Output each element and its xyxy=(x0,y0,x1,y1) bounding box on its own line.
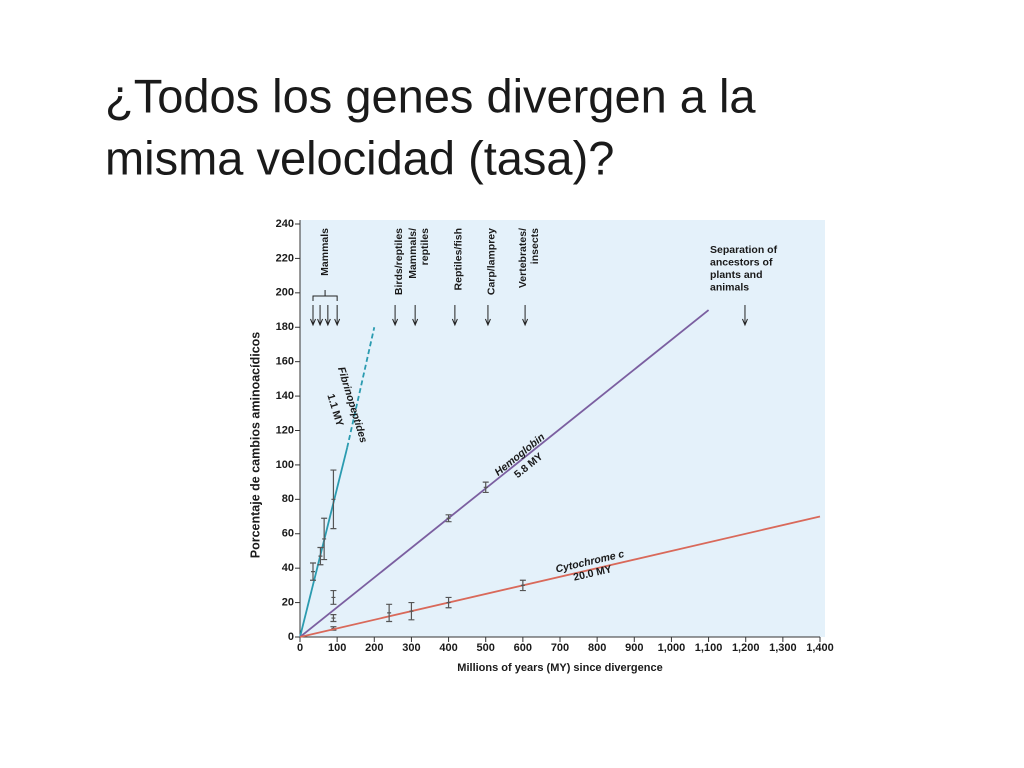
error-bar xyxy=(386,603,393,623)
error-bar xyxy=(321,517,328,561)
event-label: insects xyxy=(529,228,541,264)
y-tick-label: 160 xyxy=(276,356,294,368)
error-bar xyxy=(519,579,526,592)
x-tick-label: 300 xyxy=(402,642,420,654)
x-axis-title: Millions of years (MY) since divergence xyxy=(457,662,662,674)
event-arrow xyxy=(451,305,458,327)
y-axis-title: Porcentaje de cambios aminoacídicos xyxy=(248,332,262,559)
y-tick-label: 220 xyxy=(276,252,294,264)
y-tick-label: 180 xyxy=(276,321,294,333)
x-tick-label: 1,200 xyxy=(732,642,760,654)
error-bar xyxy=(445,596,452,609)
slide-title: ¿Todos los genes divergen a la xyxy=(105,69,756,122)
error-bar xyxy=(445,514,452,523)
y-tick-label: 140 xyxy=(276,390,294,402)
series-line xyxy=(299,515,821,638)
event-label: Reptiles/fish xyxy=(453,228,465,290)
x-tick-label: 1,300 xyxy=(769,642,797,654)
event-arrow xyxy=(334,305,341,327)
x-tick-label: 500 xyxy=(477,642,495,654)
event-arrow xyxy=(484,305,491,327)
x-tick-label: 100 xyxy=(328,642,346,654)
series-line xyxy=(299,309,710,638)
event-arrow xyxy=(317,305,324,327)
error-bar xyxy=(310,562,316,581)
event-label: reptiles xyxy=(419,228,431,266)
event-label: Mammals/ xyxy=(407,228,419,279)
x-tick-label: 400 xyxy=(439,642,457,654)
error-bar xyxy=(408,601,415,621)
series-line-extension xyxy=(346,327,376,448)
error-bar xyxy=(330,469,337,530)
y-tick-label: 200 xyxy=(276,287,294,299)
event-label: animals xyxy=(710,281,749,293)
error-bar xyxy=(330,614,337,623)
slide-title: misma velocidad (tasa)? xyxy=(105,131,614,184)
error-bar xyxy=(330,589,337,605)
x-tick-label: 700 xyxy=(551,642,569,654)
y-tick-label: 80 xyxy=(282,493,294,505)
event-label: Separation of xyxy=(710,244,778,256)
x-tick-label: 1,100 xyxy=(695,642,723,654)
event-arrow xyxy=(742,305,748,327)
x-tick-label: 900 xyxy=(625,642,643,654)
event-label: Birds/reptiles xyxy=(393,228,405,295)
event-arrow xyxy=(324,305,331,327)
x-tick-label: 600 xyxy=(514,642,532,654)
event-bracket xyxy=(312,290,338,301)
y-tick-label: 100 xyxy=(276,459,294,471)
event-label: plants and xyxy=(710,269,763,281)
event-arrow xyxy=(522,305,529,327)
y-tick-label: 0 xyxy=(288,631,294,643)
event-label: Carp/lamprey xyxy=(486,228,498,295)
error-bar xyxy=(317,546,324,566)
event-arrow xyxy=(412,305,419,327)
x-tick-label: 200 xyxy=(365,642,383,654)
y-tick-label: 40 xyxy=(282,562,294,574)
x-tick-label: 1,000 xyxy=(658,642,686,654)
x-tick-label: 0 xyxy=(297,642,303,654)
event-arrow xyxy=(310,305,316,327)
event-arrow xyxy=(392,305,399,327)
y-tick-label: 20 xyxy=(282,596,294,608)
event-label: Mammals xyxy=(319,228,331,276)
event-label: ancestors of xyxy=(710,256,773,268)
y-tick-label: 60 xyxy=(282,528,294,540)
x-tick-label: 1,400 xyxy=(806,642,834,654)
y-tick-label: 240 xyxy=(276,218,294,230)
x-tick-label: 800 xyxy=(588,642,606,654)
event-label: Vertebrates/ xyxy=(517,228,529,288)
error-bar xyxy=(482,481,489,494)
y-tick-label: 120 xyxy=(276,424,294,436)
